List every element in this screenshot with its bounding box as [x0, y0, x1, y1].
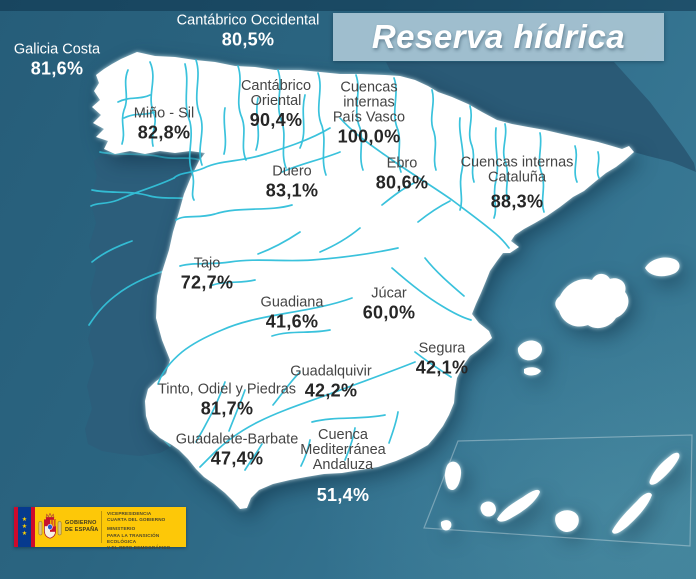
logo-divider [101, 511, 102, 543]
france-landmass [386, 62, 696, 172]
river-lines-portugal [88, 151, 201, 447]
spain-landmass [92, 52, 634, 509]
gobierno-de-espana-logo: ★ ★ ★ GOBIERNO DE ESPAÑA [14, 507, 186, 550]
page-title: Reserva hídrica [371, 18, 626, 55]
canary-islands-box [423, 434, 693, 547]
canary-islands [440, 452, 680, 534]
river-lines-center [173, 94, 510, 321]
river-lines-south [157, 297, 452, 471]
title-banner: Reserva hídrica [333, 13, 664, 61]
logo-department-text: VICEPRESIDENCIA CUARTA DEL GOBIERNO MINI… [102, 507, 186, 550]
logo-government-text: GOBIERNO DE ESPAÑA [65, 519, 99, 533]
spain-and-islands [92, 52, 680, 534]
logo-ministerio: MINISTERIO PARA LA TRANSICIÓN ECOLÓGICA … [107, 526, 171, 550]
spain-coat-of-arms-icon [35, 507, 65, 547]
flag-stars-icon: ★ ★ ★ [14, 507, 35, 547]
balearic-islands [517, 257, 680, 376]
river-lines-north [117, 59, 600, 213]
logo-vicepresidencia: VICEPRESIDENCIA CUARTA DEL GOBIERNO [107, 511, 166, 523]
top-dark-strip [0, 0, 696, 11]
